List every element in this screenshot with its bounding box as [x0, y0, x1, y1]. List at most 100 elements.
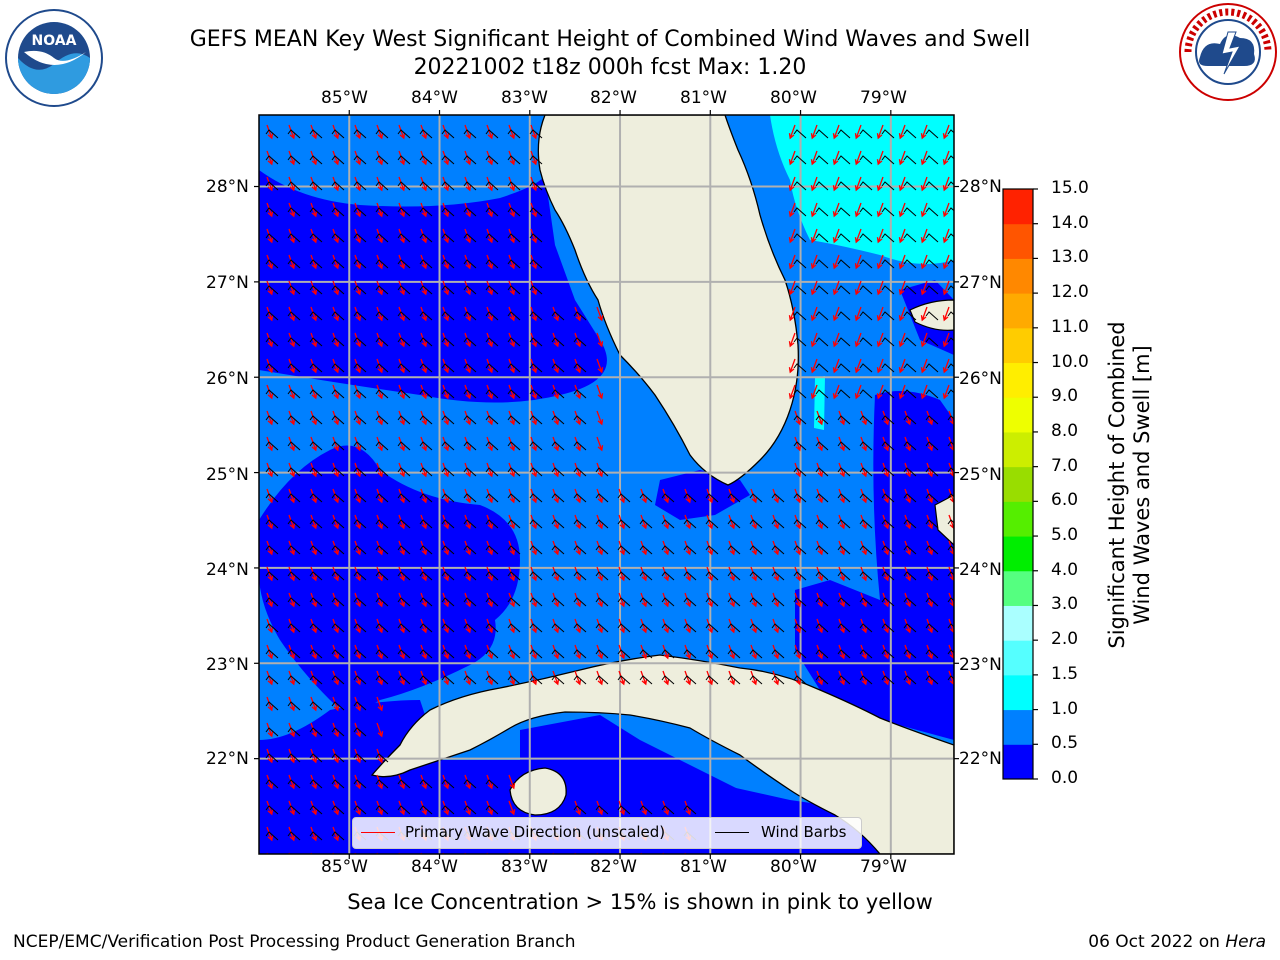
wind-barb [903, 311, 917, 321]
wave-direction-arrow [398, 384, 406, 400]
wind-barb [507, 389, 521, 399]
wave-direction-arrow [508, 644, 516, 660]
wave-direction-arrow [816, 670, 824, 686]
wave-direction-arrow [464, 540, 472, 556]
wind-barb [903, 259, 917, 269]
lat-label-right: 23°N [959, 655, 1002, 675]
wave-direction-arrow [464, 176, 472, 192]
wave-direction-arrow [882, 670, 890, 686]
wind-barb [837, 545, 851, 555]
wave-direction-arrow [486, 228, 494, 244]
wind-barb [309, 415, 323, 425]
wind-barb [463, 389, 477, 399]
wind-barb [617, 545, 631, 555]
wind-barb [265, 727, 279, 737]
wave-direction-arrow [706, 566, 714, 582]
wave-direction-arrow [464, 488, 472, 504]
wind-barb [661, 493, 675, 503]
wave-direction-arrow [332, 124, 340, 140]
wave-direction-arrow [706, 670, 714, 686]
wind-barb [771, 623, 785, 633]
wave-direction-arrow [376, 254, 384, 270]
wave-direction-arrow [442, 670, 450, 686]
wind-barb [595, 467, 609, 477]
wave-direction-arrow [398, 592, 406, 608]
wind-barb [353, 415, 367, 425]
wave-direction-arrow [832, 202, 840, 218]
wave-direction-arrow [640, 618, 648, 634]
wave-direction-arrow [486, 410, 494, 426]
wind-barb [463, 285, 477, 295]
wave-direction-arrow [942, 176, 950, 192]
wave-direction-arrow [486, 254, 494, 270]
wind-barb [397, 415, 411, 425]
wave-direction-arrow [486, 800, 494, 816]
wind-barb [573, 389, 587, 399]
wind-barb [353, 259, 367, 269]
wave-direction-arrow [530, 488, 538, 504]
wind-barb [441, 805, 455, 815]
wind-barb [749, 545, 763, 555]
wind-barb [419, 493, 433, 503]
wave-direction-arrow [640, 488, 648, 504]
land-cuba [370, 654, 954, 854]
wave-direction-arrow [750, 592, 758, 608]
colorbar-tick-label: 0.5 [1051, 733, 1079, 754]
wave-direction-arrow [310, 462, 318, 478]
wind-barb [551, 311, 565, 321]
wind-barb [265, 805, 279, 815]
wind-barb [683, 649, 697, 659]
wave-direction-arrow [794, 670, 802, 686]
wind-barb [529, 129, 543, 139]
wave-direction-arrow [288, 358, 296, 374]
wind-barb [859, 545, 873, 555]
wind-barb [485, 649, 499, 659]
wind-barb [793, 467, 807, 477]
wave-direction-arrow [354, 566, 362, 582]
wind-barb [529, 519, 543, 529]
wind-barb [375, 571, 389, 581]
wave-direction-arrow [882, 618, 890, 634]
wave-direction-arrow [354, 254, 362, 270]
wave-direction-arrow [904, 670, 912, 686]
wind-barb [485, 493, 499, 503]
wind-barb [881, 337, 895, 347]
wave-direction-arrow [332, 254, 340, 270]
wave-direction-arrow [486, 202, 494, 218]
wind-barb [573, 571, 587, 581]
wind-barb [353, 779, 367, 789]
wind-barb [441, 623, 455, 633]
wave-direction-arrow [376, 436, 384, 452]
wind-barb [419, 363, 433, 373]
wind-barb [815, 623, 829, 633]
wave-direction-arrow [530, 228, 538, 244]
wave-direction-arrow [464, 254, 472, 270]
wind-barb [331, 831, 345, 841]
wind-barb [683, 675, 697, 685]
wind-barb [441, 467, 455, 477]
wind-barb [265, 207, 279, 217]
wind-barb [463, 311, 477, 321]
wave-direction-arrow [376, 696, 384, 712]
wave-direction-arrow [706, 514, 714, 530]
wave-direction-arrow [530, 254, 538, 270]
wind-barb [331, 727, 345, 737]
credit-text: NCEP/EMC/Verification Post Processing Pr… [13, 932, 576, 952]
wave-direction-arrow [788, 124, 796, 140]
wind-barb [353, 571, 367, 581]
wind-barb [441, 207, 455, 217]
wind-barb [881, 441, 895, 451]
wave-direction-arrow [904, 462, 912, 478]
wave-direction-arrow [288, 748, 296, 764]
wave-direction-arrow [574, 436, 582, 452]
wind-barb [793, 155, 807, 165]
wind-barb [903, 337, 917, 347]
wave-direction-arrow [530, 358, 538, 374]
wind-barb [881, 545, 895, 555]
wave-direction-arrow [788, 358, 796, 374]
wind-barb [859, 311, 873, 321]
wave-direction-arrow [508, 254, 516, 270]
wave-direction-arrow [376, 748, 384, 764]
wave-direction-arrow [354, 514, 362, 530]
